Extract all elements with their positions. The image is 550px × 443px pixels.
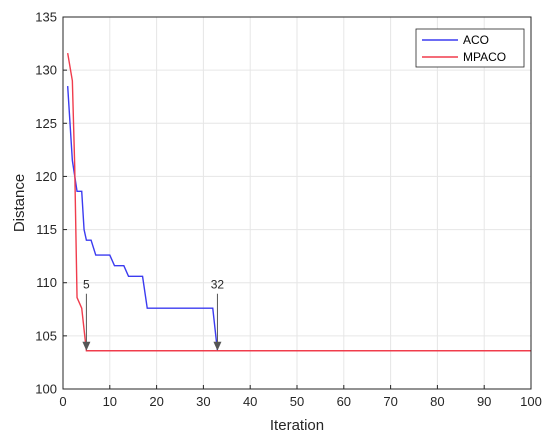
- x-tick-label: 80: [430, 394, 444, 409]
- y-tick-label: 100: [35, 382, 57, 397]
- y-tick-label: 110: [36, 275, 57, 290]
- series-line-mpaco: [66, 53, 531, 352]
- y-tick-label: 115: [36, 222, 57, 237]
- x-tick-label: 70: [383, 394, 397, 409]
- legend-box: [415, 28, 525, 68]
- annotation-label: 5: [83, 278, 90, 292]
- y-tick-label: 125: [35, 116, 57, 131]
- x-tick-label: 90: [477, 394, 491, 409]
- y-tick-label: 105: [35, 328, 57, 343]
- legend-label-mpaco: MPACO: [463, 50, 506, 64]
- series-line-aco: [66, 86, 531, 352]
- annotation-arrow-head: [213, 341, 222, 351]
- x-axis-label: Iteration: [270, 417, 324, 434]
- legend: ACO MPACO: [415, 28, 525, 68]
- annotation-label: 32: [211, 278, 225, 292]
- x-tick-label: 20: [149, 394, 163, 409]
- y-tick-label: 135: [35, 10, 57, 25]
- y-tick-label: 120: [35, 169, 57, 184]
- x-tick-label: 100: [520, 394, 542, 409]
- legend-label-aco: ACO: [463, 33, 489, 47]
- series-layer: [66, 53, 531, 352]
- y-tick-label: 130: [35, 63, 57, 78]
- x-tick-label: 60: [337, 394, 351, 409]
- x-tick-label: 40: [243, 394, 257, 409]
- x-tick-label: 10: [103, 394, 117, 409]
- y-axis-label: Distance: [11, 174, 28, 232]
- x-tick-label: 30: [196, 394, 210, 409]
- annotation-layer: 5 32: [82, 278, 224, 351]
- x-tick-label: 50: [290, 394, 304, 409]
- tick-layer: 0 10 20 30 40 50 60 70 80 90 100 100 105 110 115 120 125…: [35, 10, 542, 410]
- x-tick-label: 0: [59, 394, 66, 409]
- annotation-arrow-head: [82, 341, 91, 351]
